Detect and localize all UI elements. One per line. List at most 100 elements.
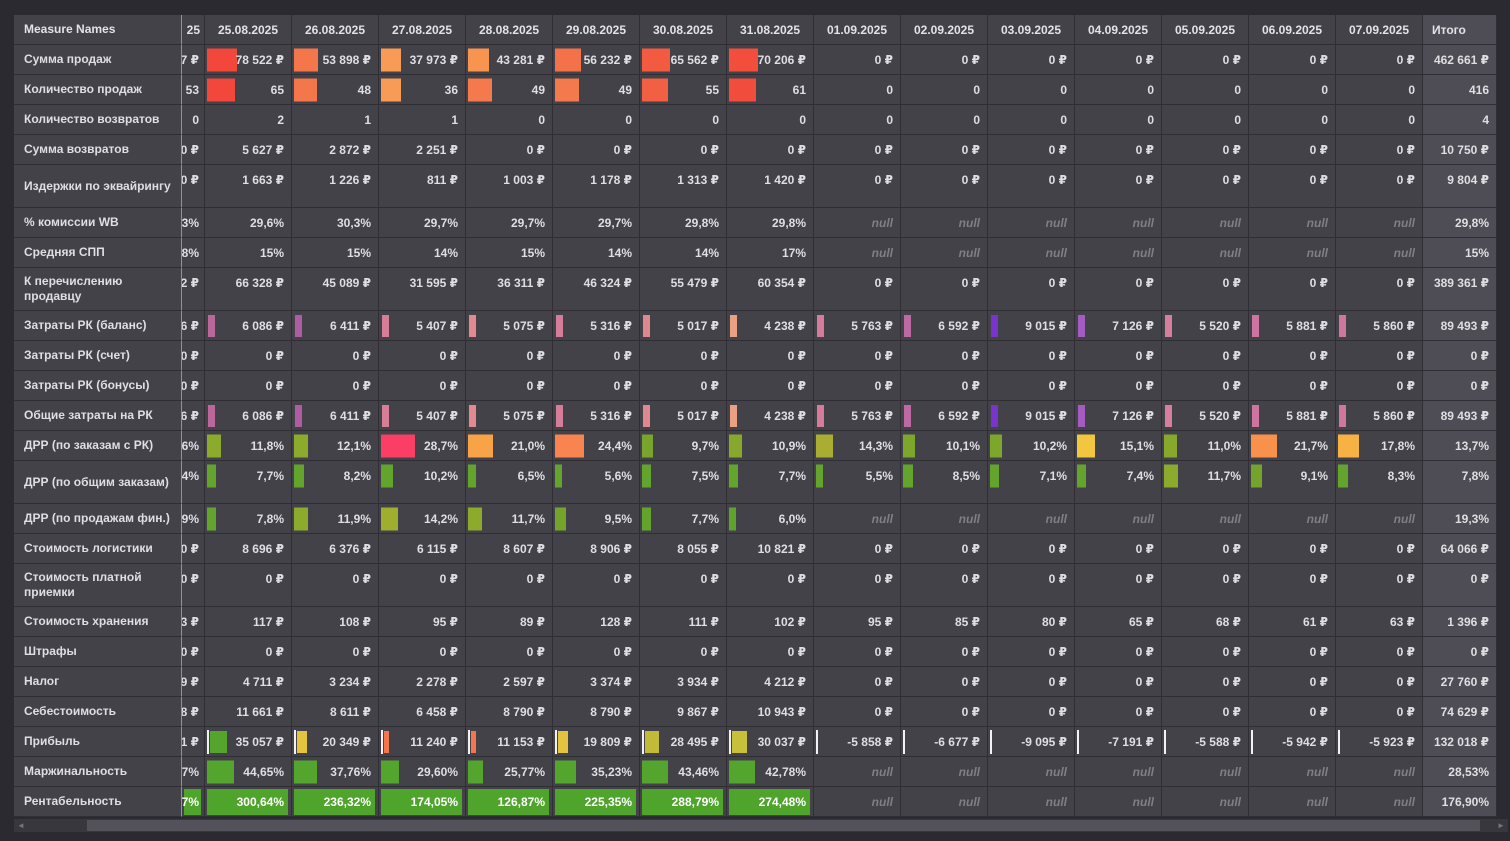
table-cell[interactable]: 5 881 ₽ (1249, 311, 1336, 341)
table-cell[interactable]: 3% (182, 208, 205, 238)
table-cell[interactable]: 0 ₽ (1249, 371, 1336, 401)
table-cell[interactable]: 0 ₽ (1162, 268, 1249, 311)
table-cell[interactable]: 10,2% (988, 431, 1075, 461)
table-cell[interactable]: 5 763 ₽ (814, 311, 901, 341)
table-cell[interactable]: 20 349 ₽ (292, 727, 379, 757)
table-cell[interactable]: 0 ₽ (1249, 45, 1336, 75)
table-cell[interactable]: 0 ₽ (814, 45, 901, 75)
table-cell[interactable]: 6,5% (466, 461, 553, 504)
table-cell[interactable]: 14,3% (814, 431, 901, 461)
table-cell[interactable]: 29,60% (379, 757, 466, 787)
table-cell[interactable]: 0 ₽ (553, 564, 640, 607)
table-cell[interactable]: null (814, 787, 901, 817)
table-cell[interactable]: 28,53% (1423, 757, 1497, 787)
table-cell[interactable]: null (1249, 504, 1336, 534)
table-cell[interactable]: 0 ₽ (292, 371, 379, 401)
row-label[interactable]: Затраты РК (счет) (14, 341, 182, 371)
table-cell[interactable]: 8 906 ₽ (553, 534, 640, 564)
table-cell[interactable]: 102 ₽ (727, 607, 814, 637)
table-cell[interactable]: 0 ₽ (1075, 637, 1162, 667)
table-cell[interactable]: 49 (466, 75, 553, 105)
table-cell[interactable]: 7 126 ₽ (1075, 311, 1162, 341)
table-cell[interactable]: 1 420 ₽ (727, 165, 814, 208)
table-cell[interactable]: 63 ₽ (1336, 607, 1423, 637)
table-cell[interactable]: 0 ₽ (1075, 697, 1162, 727)
table-cell[interactable]: 0 (1162, 105, 1249, 135)
table-cell[interactable]: null (1249, 208, 1336, 238)
row-label[interactable]: Себестоимость (14, 697, 182, 727)
table-cell[interactable]: 6 592 ₽ (901, 311, 988, 341)
table-cell[interactable]: 68 ₽ (1162, 607, 1249, 637)
table-cell[interactable]: 21,0% (466, 431, 553, 461)
table-cell[interactable]: 10,2% (379, 461, 466, 504)
table-cell[interactable]: 0 ₽ (1336, 341, 1423, 371)
table-cell[interactable]: 0 (814, 75, 901, 105)
table-cell[interactable]: 174,05% (379, 787, 466, 817)
table-cell[interactable]: null (1075, 208, 1162, 238)
table-cell[interactable]: 0 ₽ (553, 135, 640, 165)
table-cell[interactable]: 0 ₽ (1336, 165, 1423, 208)
table-cell[interactable]: 61 ₽ (1249, 607, 1336, 637)
table-cell[interactable]: 0 ₽ (901, 564, 988, 607)
total-column-header[interactable]: Итого (1423, 15, 1497, 45)
table-cell[interactable]: null (1336, 787, 1423, 817)
table-cell[interactable]: 1 226 ₽ (292, 165, 379, 208)
table-cell[interactable]: 6 086 ₽ (205, 311, 292, 341)
table-cell[interactable]: 7,7% (727, 461, 814, 504)
table-cell[interactable]: 0 ₽ (1336, 667, 1423, 697)
table-cell[interactable]: 27 760 ₽ (1423, 667, 1497, 697)
table-cell[interactable]: 0 ₽ (727, 637, 814, 667)
table-cell[interactable]: 0 ₽ (640, 564, 727, 607)
table-cell[interactable]: 3 934 ₽ (640, 667, 727, 697)
table-cell[interactable]: 6,0% (727, 504, 814, 534)
table-cell[interactable]: 2 251 ₽ (379, 135, 466, 165)
table-cell[interactable]: 126,87% (466, 787, 553, 817)
row-label[interactable]: Затраты РК (бонусы) (14, 371, 182, 401)
table-cell[interactable]: 2 (205, 105, 292, 135)
table-cell[interactable]: 0 ₽ (1336, 371, 1423, 401)
table-cell[interactable]: null (1162, 757, 1249, 787)
table-cell[interactable]: 108 ₽ (292, 607, 379, 637)
table-cell[interactable]: 10 750 ₽ (1423, 135, 1497, 165)
table-cell[interactable]: 7 126 ₽ (1075, 401, 1162, 431)
table-cell[interactable]: 0 ₽ (988, 45, 1075, 75)
table-cell[interactable]: 64 066 ₽ (1423, 534, 1497, 564)
table-cell[interactable]: 0 ₽ (205, 564, 292, 607)
table-cell[interactable]: 29,8% (640, 208, 727, 238)
table-cell[interactable]: 89 493 ₽ (1423, 311, 1497, 341)
table-cell[interactable]: 17% (727, 238, 814, 268)
table-cell[interactable]: 0 ₽ (640, 371, 727, 401)
table-cell[interactable]: 1 003 ₽ (466, 165, 553, 208)
table-cell[interactable]: null (814, 238, 901, 268)
table-cell[interactable]: 0 ₽ (814, 534, 901, 564)
table-cell[interactable]: 29,8% (1423, 208, 1497, 238)
table-cell[interactable]: 11 153 ₽ (466, 727, 553, 757)
table-cell[interactable]: 5 316 ₽ (553, 311, 640, 341)
table-cell[interactable]: 7% (182, 757, 205, 787)
table-cell[interactable]: 0 ₽ (1075, 371, 1162, 401)
table-cell[interactable]: 8 611 ₽ (292, 697, 379, 727)
table-cell[interactable]: 0 ₽ (988, 165, 1075, 208)
table-cell[interactable]: 0 ₽ (182, 341, 205, 371)
table-cell[interactable]: 0 (466, 105, 553, 135)
table-cell[interactable]: 0 ₽ (988, 534, 1075, 564)
table-cell[interactable]: 80 ₽ (988, 607, 1075, 637)
table-cell[interactable]: 0 ₽ (466, 341, 553, 371)
table-cell[interactable]: 14,2% (379, 504, 466, 534)
table-cell[interactable]: 9 015 ₽ (988, 401, 1075, 431)
table-cell[interactable]: 5 316 ₽ (553, 401, 640, 431)
table-cell[interactable]: 29,7% (553, 208, 640, 238)
table-cell[interactable]: null (988, 787, 1075, 817)
table-cell[interactable]: 89 493 ₽ (1423, 401, 1497, 431)
row-label[interactable]: Общие затраты на РК (14, 401, 182, 431)
table-cell[interactable]: 0 ₽ (1162, 341, 1249, 371)
table-cell[interactable]: 0 ₽ (182, 165, 205, 208)
corner-header-measure-names[interactable]: Measure Names (14, 15, 182, 45)
table-cell[interactable]: 29,6% (205, 208, 292, 238)
partial-column-header[interactable]: 25 (182, 15, 205, 45)
table-cell[interactable]: 6 115 ₽ (379, 534, 466, 564)
table-cell[interactable]: 44,65% (205, 757, 292, 787)
table-cell[interactable]: 0 ₽ (901, 45, 988, 75)
table-cell[interactable]: 462 661 ₽ (1423, 45, 1497, 75)
table-cell[interactable]: 43 281 ₽ (466, 45, 553, 75)
